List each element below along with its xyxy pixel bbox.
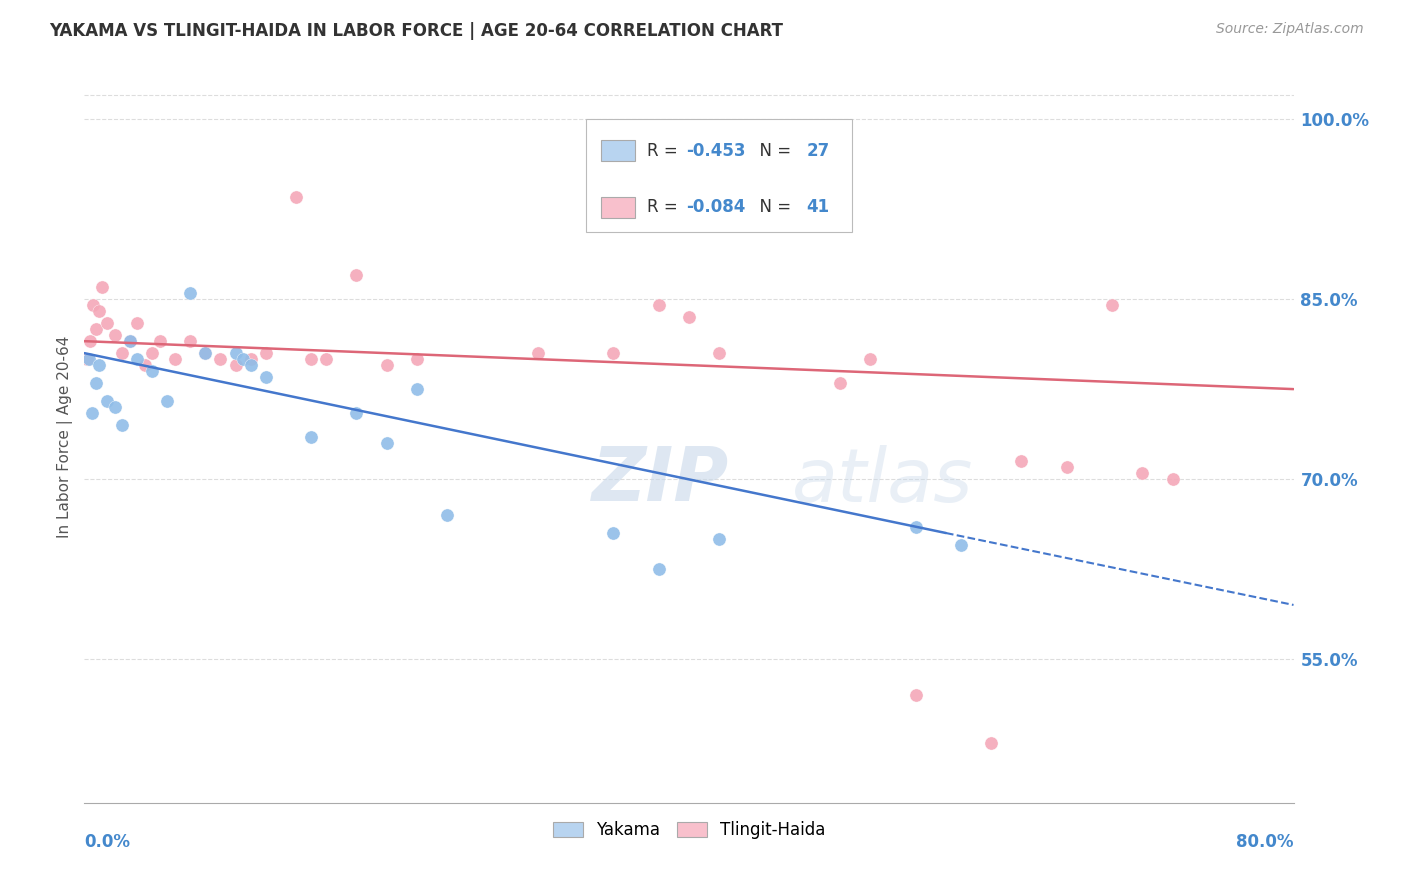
Bar xyxy=(600,197,634,218)
Point xyxy=(239,358,262,372)
Text: -0.453: -0.453 xyxy=(686,142,747,160)
Point xyxy=(950,538,973,552)
Point xyxy=(156,394,179,409)
Point xyxy=(315,352,337,367)
Point xyxy=(127,352,149,367)
Point xyxy=(406,382,429,396)
Point xyxy=(346,268,368,283)
Point xyxy=(134,358,156,372)
Text: R =: R = xyxy=(647,142,683,160)
Point xyxy=(830,376,852,391)
Point xyxy=(232,352,254,367)
Point xyxy=(709,532,731,546)
Point xyxy=(225,358,247,372)
Point xyxy=(89,304,111,318)
Point xyxy=(96,394,118,409)
Point xyxy=(1161,472,1184,486)
Point xyxy=(149,334,172,348)
Point xyxy=(96,316,118,330)
Text: YAKAMA VS TLINGIT-HAIDA IN LABOR FORCE | AGE 20-64 CORRELATION CHART: YAKAMA VS TLINGIT-HAIDA IN LABOR FORCE |… xyxy=(49,22,783,40)
Point xyxy=(80,406,103,420)
Point xyxy=(602,526,624,541)
Point xyxy=(299,352,322,367)
Point xyxy=(346,406,368,420)
Point xyxy=(82,298,104,312)
Point xyxy=(91,280,114,294)
Point xyxy=(436,508,458,522)
Text: N =: N = xyxy=(749,198,797,217)
Text: 80.0%: 80.0% xyxy=(1236,833,1294,851)
Text: ZIP: ZIP xyxy=(592,444,730,517)
Text: 27: 27 xyxy=(806,142,830,160)
Point xyxy=(1011,454,1033,468)
Point xyxy=(375,436,398,450)
Text: atlas: atlas xyxy=(792,445,973,517)
Point xyxy=(375,358,398,372)
Point xyxy=(111,346,134,360)
Point xyxy=(904,520,927,534)
Point xyxy=(1101,298,1123,312)
Point xyxy=(77,352,100,367)
Point xyxy=(111,418,134,433)
Point xyxy=(254,346,277,360)
Point xyxy=(179,334,201,348)
Point xyxy=(76,352,98,367)
Point xyxy=(254,370,277,384)
Point xyxy=(89,358,111,372)
Point xyxy=(527,346,550,360)
Point xyxy=(165,352,187,367)
Point xyxy=(602,346,624,360)
Text: 41: 41 xyxy=(806,198,830,217)
Point xyxy=(709,346,731,360)
Point xyxy=(648,562,671,576)
Point xyxy=(980,736,1002,750)
Text: -0.084: -0.084 xyxy=(686,198,747,217)
FancyBboxPatch shape xyxy=(586,119,852,232)
Point xyxy=(859,352,882,367)
Point xyxy=(141,346,163,360)
Y-axis label: In Labor Force | Age 20-64: In Labor Force | Age 20-64 xyxy=(58,336,73,538)
Point xyxy=(225,346,247,360)
Point xyxy=(86,376,108,391)
Bar xyxy=(600,140,634,161)
Point xyxy=(127,316,149,330)
Point xyxy=(678,310,700,325)
Point xyxy=(209,352,232,367)
Text: 0.0%: 0.0% xyxy=(84,833,131,851)
Point xyxy=(299,430,322,444)
Point xyxy=(406,352,429,367)
Point xyxy=(104,328,127,343)
Point xyxy=(194,346,217,360)
Point xyxy=(118,334,141,348)
Point xyxy=(239,352,262,367)
Point xyxy=(104,400,127,414)
Point xyxy=(285,190,308,204)
Point xyxy=(179,286,201,301)
Point xyxy=(1056,460,1078,475)
Legend: Yakama, Tlingit-Haida: Yakama, Tlingit-Haida xyxy=(546,814,832,846)
Point xyxy=(86,322,108,336)
Point xyxy=(79,334,101,348)
Text: Source: ZipAtlas.com: Source: ZipAtlas.com xyxy=(1216,22,1364,37)
Point xyxy=(118,334,141,348)
Text: N =: N = xyxy=(749,142,797,160)
Point xyxy=(1132,466,1154,480)
Text: R =: R = xyxy=(647,198,683,217)
Point xyxy=(904,688,927,702)
Point xyxy=(648,298,671,312)
Point xyxy=(194,346,217,360)
Point xyxy=(141,364,163,378)
